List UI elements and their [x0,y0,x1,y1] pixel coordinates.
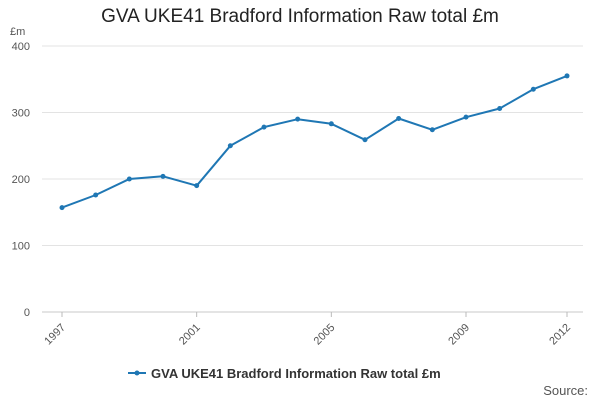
x-tick-label: 2005 [312,322,338,348]
y-tick-label: 200 [12,174,30,186]
data-point[interactable]: 1997: 157 [59,205,65,211]
data-point[interactable]: 2005: 283 [328,121,334,127]
data-point[interactable]: 2011: 335 [530,86,536,92]
data-point[interactable]: 2000: 204 [160,173,166,179]
y-unit-label: £m [10,26,25,38]
legend-point-marker [134,370,140,376]
legend-label: GVA UKE41 Bradford Information Raw total… [151,366,441,381]
data-point[interactable]: 2010: 306 [497,106,503,112]
x-tick-label: 1997 [42,322,68,348]
chart-title: GVA UKE41 Bradford Information Raw total… [101,6,499,27]
data-point[interactable]: 2002: 250 [227,143,233,149]
series-layer: 1997: 157 1998: 176 1999: 200 2000: 204 2001… [59,73,570,211]
x-tick-label: 2012 [547,322,573,348]
series-line-0 [61,74,568,209]
x-tick-label: 2009 [446,322,472,348]
x-tick-label: 2001 [177,322,203,348]
data-point[interactable]: 2009: 293 [463,114,469,120]
y-tick-label: 100 [12,241,30,253]
data-point[interactable]: 2004: 290 [295,116,301,122]
data-point[interactable]: 2012: 355 [564,73,570,79]
source-label: Source: [543,383,588,398]
data-point[interactable]: 1999: 200 [126,176,132,182]
data-point[interactable]: 2001: 190 [194,183,200,189]
y-tick-label: 300 [12,108,30,120]
legend[interactable]: GVA UKE41 Bradford Information Raw total… [128,366,441,381]
data-point[interactable]: 2006: 259 [362,137,368,143]
y-tick-label: 400 [12,41,30,53]
data-point[interactable]: 2008: 274 [429,127,435,133]
grid-lines [42,45,583,313]
data-point[interactable]: 1998: 176 [93,192,99,198]
data-point[interactable]: 2007: 291 [396,115,402,121]
y-tick-label: 0 [24,307,30,319]
